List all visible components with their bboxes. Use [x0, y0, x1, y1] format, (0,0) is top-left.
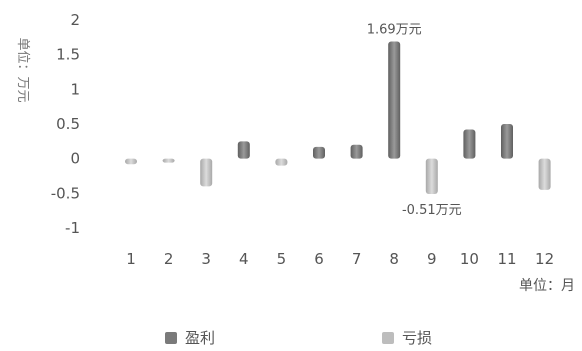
x-tick-label: 1: [126, 250, 136, 268]
y-tick-label: -0.5: [51, 184, 80, 202]
y-tick-label: 0: [70, 150, 80, 168]
bar: [538, 158, 551, 190]
bar: [275, 158, 288, 166]
bar: [313, 146, 325, 159]
bar: [350, 144, 363, 159]
x-tick-label: 8: [389, 250, 399, 268]
x-tick-label: 7: [352, 250, 362, 268]
data-label: -0.51万元: [402, 203, 462, 218]
x-tick-label: 6: [314, 250, 324, 268]
bar: [200, 158, 213, 187]
x-tick-label: 2: [164, 250, 174, 268]
bar: [463, 129, 476, 159]
legend-item-profit: 盈利: [165, 327, 215, 348]
y-tick-label: 1: [70, 80, 80, 98]
y-axis-ticks: 2 1.5 1 0.5 0 -0.5 -1: [51, 11, 80, 237]
x-tick-label: 5: [277, 250, 287, 268]
y-tick-label: -1: [65, 219, 80, 237]
bar: [237, 141, 250, 159]
y-tick-label: 0.5: [56, 115, 80, 133]
x-axis-ticks: 1 2 3 4 5 6 7 8 9 10 11 12: [126, 250, 554, 268]
y-tick-label: 2: [70, 11, 80, 29]
y-axis-label: 单位：万元: [15, 37, 30, 102]
bar: [125, 158, 137, 165]
x-axis-unit-label: 单位：月: [519, 278, 575, 294]
legend-label-loss: 亏损: [402, 329, 433, 347]
x-tick-label: 10: [460, 250, 479, 268]
data-label: 1.69万元: [367, 22, 422, 37]
y-tick-label: 1.5: [56, 46, 80, 64]
x-tick-label: 9: [427, 250, 437, 268]
bar: [501, 124, 513, 159]
bar: [388, 41, 401, 159]
data-annotations: 1.69万元 -0.51万元: [367, 22, 462, 218]
bar: [162, 158, 175, 163]
x-tick-label: 3: [201, 250, 211, 268]
legend-swatch-loss: [382, 331, 394, 344]
legend-item-loss: 亏损: [382, 327, 432, 348]
bars: [125, 41, 551, 195]
x-tick-label: 4: [239, 250, 249, 268]
x-tick-label: 12: [535, 250, 554, 268]
legend-swatch-profit: [165, 331, 177, 344]
bar: [425, 158, 438, 195]
legend-label-profit: 盈利: [185, 329, 216, 347]
x-tick-label: 11: [497, 250, 516, 268]
